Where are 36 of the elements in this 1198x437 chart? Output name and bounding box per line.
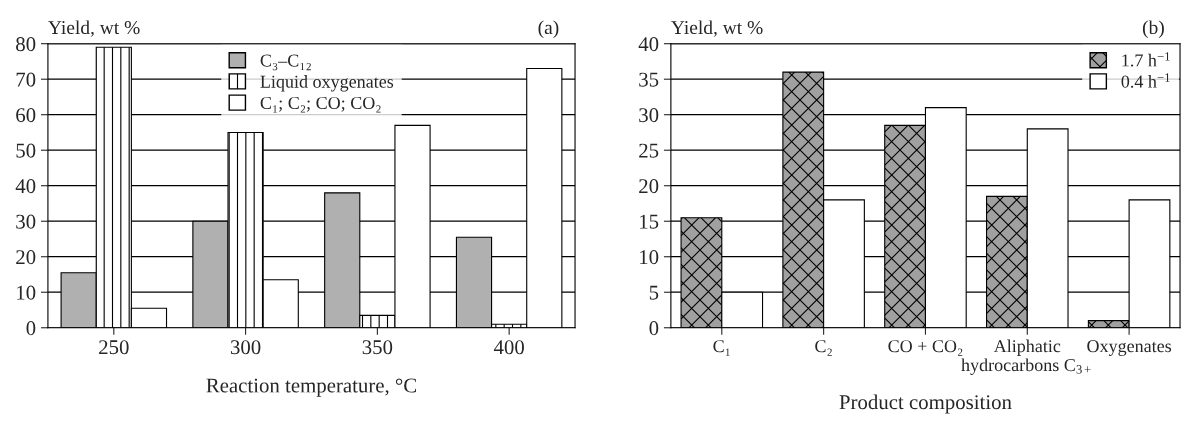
- x-tick-label: 250: [99, 340, 129, 355]
- legend-label: Liquid oxygenates: [260, 75, 394, 92]
- y-tick-label: 50: [16, 143, 36, 158]
- legend-label: 0.4 h$^{−1}$: [1121, 73, 1170, 88]
- x-axis-title: Product composition: [839, 394, 1012, 414]
- chart-title: (a): [538, 20, 559, 39]
- legend-label: 1.7 h$^{−1}$: [1122, 52, 1170, 67]
- x-tick-label: 350: [362, 340, 393, 355]
- x-tick-label: 300: [230, 340, 261, 355]
- legend-label: C₁; C₂; CO; CO₂: [260, 96, 381, 113]
- y-axis-title: Yield, wt %: [671, 20, 763, 37]
- y-tick-label: 15: [640, 214, 659, 229]
- y-tick-label: 5: [649, 285, 659, 300]
- y-tick-label: 40: [638, 37, 659, 52]
- y-tick-label: 35: [639, 72, 659, 87]
- legend-label: C₃–C₁₂: [260, 54, 311, 71]
- chart-title: (b): [1142, 20, 1164, 39]
- y-tick-label: 40: [15, 179, 36, 194]
- y-tick-label: 10: [17, 285, 36, 300]
- x-tick-label: C₂: [815, 340, 832, 356]
- y-tick-label: 30: [16, 214, 36, 229]
- y-axis-title: Yield, wt %: [48, 20, 140, 37]
- y-tick-label: 60: [16, 108, 36, 123]
- y-tick-label: 20: [16, 250, 36, 265]
- y-tick-label: 0: [26, 321, 36, 336]
- y-tick-label: 30: [639, 108, 659, 123]
- y-tick-label: 0: [649, 321, 659, 336]
- x-axis-title: Reaction temperature, °C: [206, 378, 417, 397]
- x-tick-label: 400: [493, 340, 524, 355]
- y-tick-label: 25: [639, 143, 659, 158]
- y-tick-label: 10: [640, 250, 659, 265]
- x-tick-label: CO + CO₂: [888, 340, 963, 356]
- x-tick-label: C₁: [713, 340, 730, 356]
- y-tick-label: 70: [16, 72, 36, 87]
- y-tick-label: 20: [639, 179, 659, 194]
- y-tick-label: 80: [16, 37, 36, 52]
